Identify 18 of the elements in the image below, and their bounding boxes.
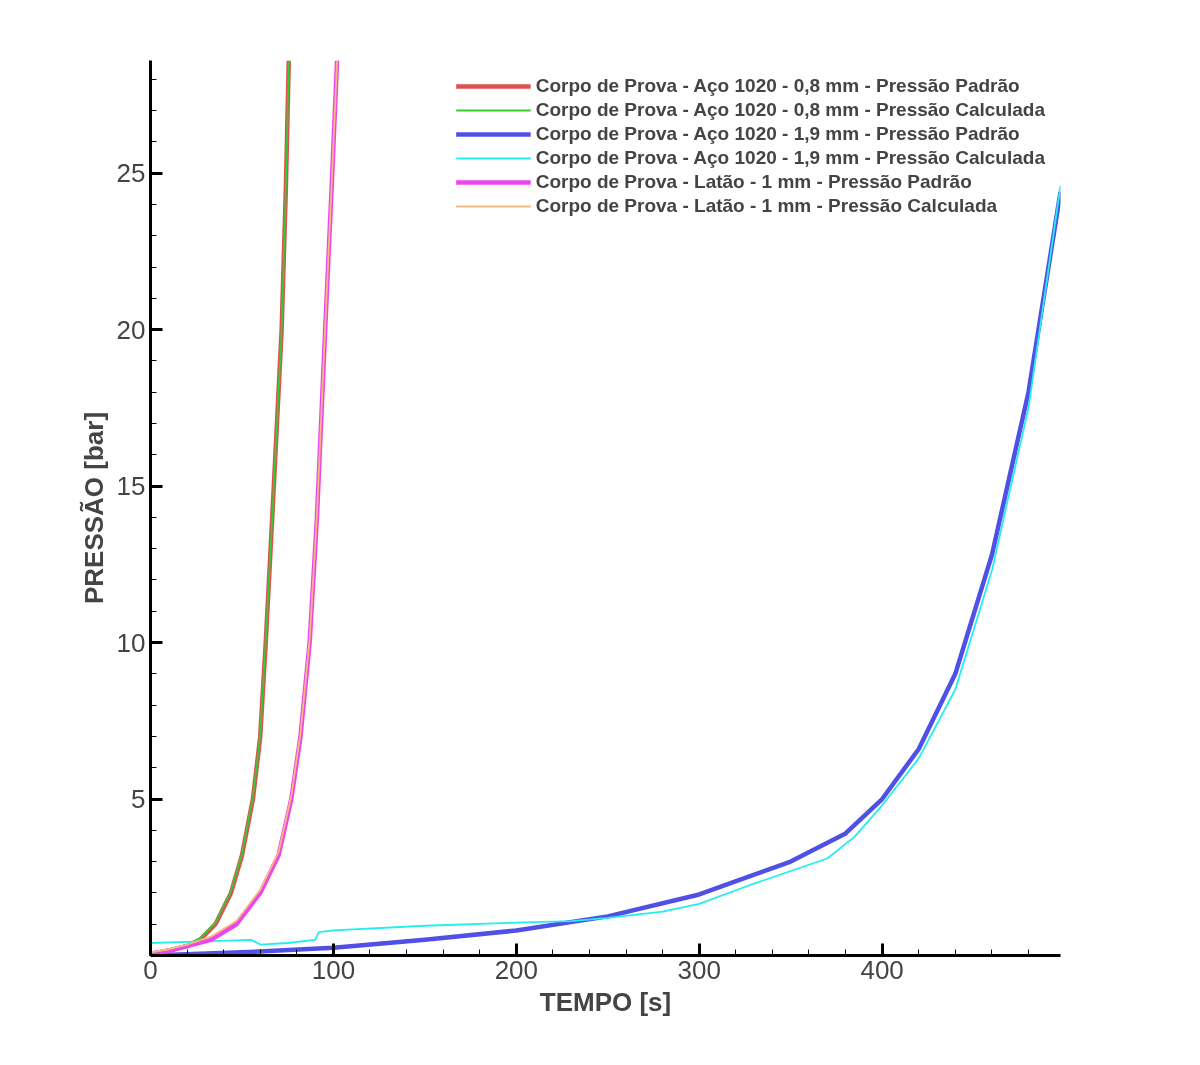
legend-label: Corpo de Prova - Aço 1020 - 1,9 mm - Pressão Calculada (535, 147, 1045, 169)
legend-label: Corpo de Prova - Aço 1020 - 0,8 mm - Pressão Calculada (535, 99, 1045, 121)
legend-label: Corpo de Prova - Latão - 1 mm - Pressão Padrão (535, 171, 972, 193)
x-axis-title: TEMPO [s] (539, 986, 672, 1017)
legend-label: Corpo de Prova - Aço 1020 - 0,8 mm - Pressão Padrão (535, 75, 1020, 97)
x-tick-label: 300 (677, 954, 721, 985)
y-tick-label: 5 (131, 784, 146, 815)
x-tick-label: 100 (311, 954, 356, 985)
y-tick-label: 10 (116, 627, 146, 658)
y-tick-label: 25 (116, 158, 146, 189)
y-tick-label: 15 (116, 471, 146, 502)
legend-label: Corpo de Prova - Aço 1020 - 1,9 mm - Pressão Padrão (535, 123, 1020, 145)
x-tick-label: 200 (494, 954, 539, 985)
y-tick-label: 20 (116, 314, 146, 345)
legend-label: Corpo de Prova - Latão - 1 mm - Pressão Calculada (535, 195, 998, 217)
y-axis-title: PRESSÃO [bar] (78, 411, 109, 605)
x-tick-label: 400 (860, 954, 904, 985)
x-tick-label: 0 (143, 954, 158, 985)
